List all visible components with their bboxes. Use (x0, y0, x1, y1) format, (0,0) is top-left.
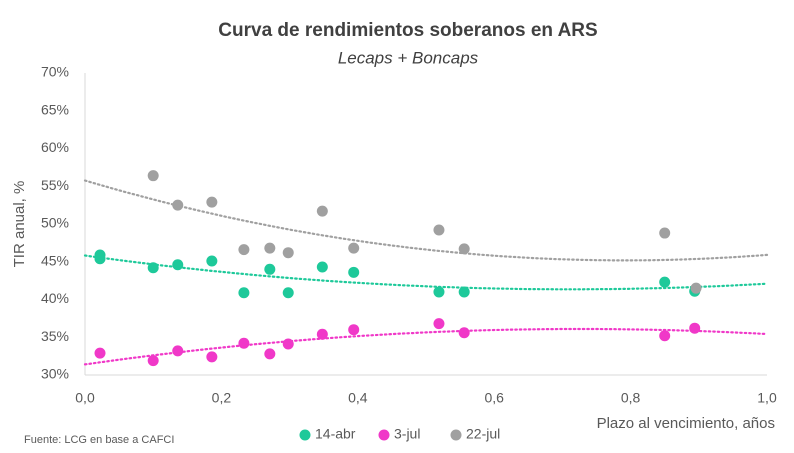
data-point (147, 262, 159, 274)
x-tick-label: 0,2 (212, 390, 232, 406)
data-point (659, 330, 671, 342)
data-point (172, 259, 184, 271)
data-point (458, 286, 470, 298)
data-point (433, 286, 445, 298)
data-point (659, 276, 671, 288)
y-tick-label: 70% (41, 64, 69, 80)
x-tick-label: 0,0 (75, 390, 95, 406)
data-point (238, 287, 250, 299)
data-point (147, 170, 159, 182)
y-tick-label: 35% (41, 328, 69, 344)
data-point (348, 242, 360, 254)
x-tick-label: 0,6 (484, 390, 504, 406)
data-point (264, 263, 276, 275)
legend-marker (378, 429, 390, 441)
data-point (433, 318, 445, 330)
data-point (316, 205, 328, 217)
legend-marker (450, 429, 462, 441)
x-axis-label: Plazo al vencimiento, años (597, 415, 775, 432)
data-point (690, 282, 702, 294)
data-point (659, 227, 671, 239)
y-tick-label: 65% (41, 101, 69, 117)
legend-marker (299, 429, 311, 441)
trendline (83, 179, 769, 262)
data-point (282, 287, 294, 299)
trendline (83, 327, 769, 366)
chart-title: Curva de rendimientos soberanos en ARS (218, 20, 597, 41)
data-point (433, 224, 445, 236)
data-point (94, 253, 106, 265)
y-tick-label: 30% (41, 366, 69, 382)
data-point (282, 338, 294, 350)
data-point (316, 261, 328, 273)
data-point (206, 255, 218, 267)
data-point (264, 242, 276, 254)
x-tick-label: 0,8 (621, 390, 641, 406)
data-point (238, 244, 250, 256)
source-note: Fuente: LCG en base a CAFCI (24, 434, 174, 446)
data-point (206, 351, 218, 363)
data-point (282, 247, 294, 259)
data-point (316, 328, 328, 340)
data-point (264, 348, 276, 360)
y-tick-label: 50% (41, 215, 69, 231)
legend-label: 14-abr (315, 426, 356, 442)
y-tick-label: 45% (41, 252, 69, 268)
data-point (147, 355, 159, 367)
y-axis-label: TIR anual, % (11, 181, 28, 268)
data-point (206, 196, 218, 208)
y-tick-label: 55% (41, 177, 69, 193)
data-point (458, 243, 470, 255)
data-point (458, 327, 470, 339)
y-tick-label: 60% (41, 139, 69, 155)
data-point (348, 324, 360, 336)
x-tick-label: 0,4 (348, 390, 368, 406)
legend-label: 3-jul (394, 426, 420, 442)
y-tick-label: 40% (41, 290, 69, 306)
data-point (172, 345, 184, 357)
data-point (689, 322, 701, 334)
chart-subtitle: Lecaps + Boncaps (338, 48, 479, 67)
x-tick-label: 1,0 (757, 390, 777, 406)
data-point (348, 266, 360, 278)
data-point (172, 199, 184, 211)
trendline (83, 254, 769, 291)
data-point (94, 347, 106, 359)
legend-label: 22-jul (466, 426, 500, 442)
data-point (238, 337, 250, 349)
